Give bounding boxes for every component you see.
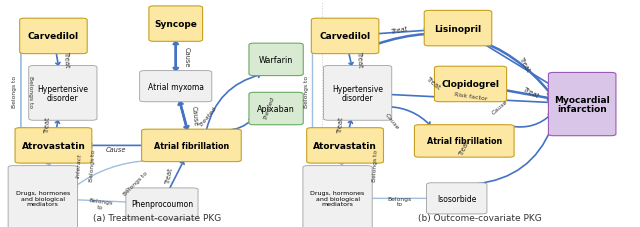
FancyBboxPatch shape [415,125,514,158]
Text: Isosorbide: Isosorbide [437,194,476,203]
FancyBboxPatch shape [8,166,77,227]
Text: Atrial myxoma: Atrial myxoma [148,82,204,91]
Text: Atorvastatin: Atorvastatin [313,141,377,150]
Text: Atrial fibrillation: Atrial fibrillation [154,141,229,150]
Text: Belongs to: Belongs to [372,149,379,181]
Text: Carvedilol: Carvedilol [319,32,371,41]
FancyBboxPatch shape [140,71,212,102]
Text: Belongs
to: Belongs to [387,196,412,207]
Text: Cause: Cause [491,99,509,116]
FancyBboxPatch shape [15,128,92,163]
Text: Belongs to: Belongs to [28,75,33,107]
Text: Risk factor: Risk factor [454,92,488,101]
Text: Hypertensive
disorder: Hypertensive disorder [37,84,88,103]
Text: Warfarin: Warfarin [259,56,293,65]
FancyBboxPatch shape [303,166,372,227]
Text: Belongs to: Belongs to [12,75,17,107]
FancyBboxPatch shape [149,7,203,42]
Text: Cause: Cause [384,112,400,131]
Text: Clopidogrel: Clopidogrel [442,80,500,89]
FancyBboxPatch shape [141,130,241,162]
Text: Syncope: Syncope [154,20,197,29]
Text: Treat: Treat [391,26,409,35]
Text: Cause: Cause [184,47,190,67]
FancyBboxPatch shape [249,93,303,125]
Text: Hypertensive
disorder: Hypertensive disorder [332,84,383,103]
Text: Atrial fibrillation: Atrial fibrillation [427,137,502,146]
FancyBboxPatch shape [307,128,383,163]
Text: Phenprocoumon: Phenprocoumon [131,199,193,208]
FancyBboxPatch shape [311,19,379,54]
Text: Treat: Treat [63,52,70,68]
Text: Treat: Treat [518,56,532,73]
Text: Treat: Treat [337,116,344,133]
Text: (b) Outcome-covariate PKG: (b) Outcome-covariate PKG [418,214,542,222]
Text: Cause: Cause [191,105,198,126]
FancyBboxPatch shape [426,183,487,214]
FancyBboxPatch shape [29,66,97,121]
Text: Interact: Interact [76,153,83,178]
FancyBboxPatch shape [424,11,492,47]
Text: Apixaban: Apixaban [257,105,295,114]
Text: Treat: Treat [164,166,173,183]
Text: Treat: Treat [458,138,471,156]
Text: Treat: Treat [426,76,442,91]
Text: Lisinopril: Lisinopril [435,25,481,33]
FancyBboxPatch shape [249,44,303,76]
Text: Treated: Treated [198,105,218,127]
Text: (a) Treatment-covariate PKG: (a) Treatment-covariate PKG [93,214,221,222]
Text: Belongs to: Belongs to [304,75,308,107]
Text: Belongs to: Belongs to [88,149,96,182]
FancyBboxPatch shape [126,188,198,219]
Text: Treat: Treat [522,86,540,99]
Text: Drugs, hormones
and biological
mediators: Drugs, hormones and biological mediators [15,191,70,206]
Text: Belongs
to: Belongs to [88,197,113,210]
FancyBboxPatch shape [435,67,507,102]
FancyBboxPatch shape [548,73,616,136]
Text: Treat: Treat [356,51,364,68]
Text: Belongs to: Belongs to [123,170,149,196]
Text: Cause: Cause [106,147,127,153]
Text: Carvedilol: Carvedilol [28,32,79,41]
Text: Treated: Treated [263,95,276,119]
FancyBboxPatch shape [323,66,392,121]
Text: Myocardial
infarction: Myocardial infarction [554,95,610,114]
Text: Drugs, hormones
and biological
mediators: Drugs, hormones and biological mediators [310,191,365,206]
FancyBboxPatch shape [20,19,87,54]
Text: Treat: Treat [44,116,51,133]
Text: Atrovastatin: Atrovastatin [22,141,85,150]
